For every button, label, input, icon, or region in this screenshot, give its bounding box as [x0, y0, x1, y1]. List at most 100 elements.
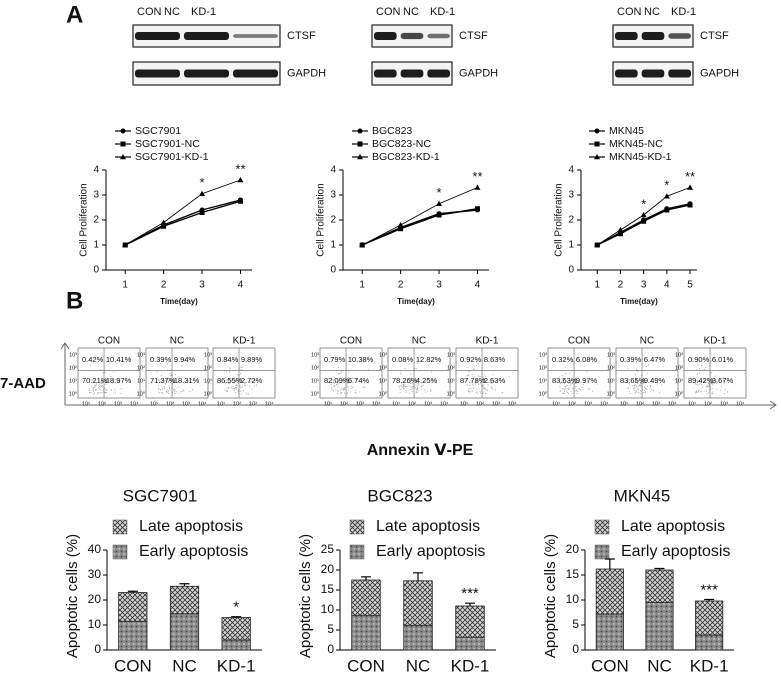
flow-event: [570, 379, 572, 381]
flow-event: [108, 378, 110, 380]
y-tick-label: 4: [93, 165, 99, 176]
significance: *: [200, 175, 205, 190]
y-tick-label: 3: [93, 190, 99, 201]
flow-event: [565, 386, 567, 388]
marker: [687, 184, 694, 190]
flow-y-tick: 10³: [675, 352, 683, 358]
bar-segment: [595, 568, 624, 615]
flow-event: [575, 385, 577, 387]
flow-event: [697, 379, 699, 381]
blot-band: [233, 69, 278, 78]
flow-event: [338, 379, 340, 381]
flow-event: [175, 374, 177, 376]
flow-event: [181, 390, 183, 392]
flow-event: [253, 385, 255, 387]
flow-event: [96, 383, 98, 385]
flow-event: [696, 373, 698, 375]
flow-event: [253, 378, 255, 380]
flow-y-tick: 10⁰: [675, 390, 684, 397]
flow-event: [701, 383, 703, 385]
flow-event: [660, 360, 662, 362]
flow-y-tick: 10⁰: [137, 390, 146, 397]
blot-band: [400, 69, 424, 78]
flow-event: [417, 389, 419, 391]
flow-event: [708, 382, 710, 384]
flow-event: [714, 375, 716, 377]
flow-event: [168, 384, 170, 386]
flow-x-tick: 10¹: [217, 401, 225, 407]
flow-event: [710, 372, 712, 374]
flow-event: [348, 371, 350, 373]
flow-event: [708, 386, 710, 388]
flow-event: [229, 371, 231, 373]
flow-event: [634, 384, 636, 386]
flow-y-tick: 10⁰: [539, 390, 548, 397]
marker: [398, 226, 404, 232]
y-axis-label: Cell Proliferation: [316, 183, 327, 256]
flow-event: [364, 386, 366, 388]
lane-label: CON: [617, 6, 642, 18]
flow-event: [254, 379, 256, 381]
flow-y-label: 7-AAD: [0, 375, 46, 392]
flow-event: [483, 387, 485, 389]
flow-event: [563, 388, 565, 390]
quadrant-value: 0.90%: [688, 355, 710, 364]
blot-band: [184, 69, 229, 78]
flow-event: [492, 373, 494, 375]
flow-event: [92, 389, 94, 391]
flow-event: [564, 382, 566, 384]
flow-event: [699, 372, 701, 374]
flow-event: [578, 381, 580, 383]
flow-event: [661, 379, 663, 381]
flow-y-tick: 10¹: [204, 378, 212, 384]
bar-segment: [221, 617, 251, 641]
flow-event: [173, 390, 175, 392]
quadrant-value: 9.49%: [644, 376, 666, 385]
flow-event: [355, 392, 357, 394]
flow-y-tick: 10⁰: [69, 390, 78, 397]
flow-event: [399, 385, 401, 387]
quadrant-value: 18.31%: [174, 376, 200, 385]
x-tick-label: NC: [647, 656, 672, 675]
flow-event: [567, 387, 569, 389]
flow-event: [157, 378, 159, 380]
flow-event: [405, 390, 407, 392]
flow-event: [100, 386, 102, 388]
flow-event: [104, 380, 106, 382]
flow-event: [635, 376, 637, 378]
quadrant-value: 83.65%: [620, 376, 646, 385]
flow-event: [191, 379, 193, 381]
flow-event: [164, 388, 166, 390]
significance: ***: [461, 585, 479, 602]
flow-event: [563, 391, 565, 393]
x-tick-label: 5: [687, 280, 693, 291]
flow-event: [575, 390, 577, 392]
quadrant-value: 9.94%: [174, 355, 196, 364]
flow-event: [248, 382, 250, 384]
flow-event: [483, 378, 485, 380]
flow-event: [330, 380, 332, 382]
flow-event: [230, 380, 232, 382]
legend-label: MKN45-KD-1: [609, 151, 672, 163]
flow-event: [403, 388, 405, 390]
marker: [663, 193, 670, 199]
flow-event: [575, 389, 577, 391]
flow-event: [476, 378, 478, 380]
significance: *: [233, 599, 239, 616]
flow-event: [485, 387, 487, 389]
flow-event: [232, 382, 234, 384]
flow-event: [702, 381, 704, 383]
flow-event: [636, 385, 638, 387]
error-bar: [654, 567, 665, 570]
flow-event: [91, 385, 93, 387]
flow-event: [580, 389, 582, 391]
flow-event: [342, 388, 344, 390]
flow-event: [225, 383, 227, 385]
flow-event: [575, 381, 577, 383]
flow-event: [90, 379, 92, 381]
flow-event: [341, 391, 343, 393]
flow-event: [337, 381, 339, 383]
flow-event: [354, 390, 356, 392]
flow-event: [330, 383, 332, 385]
flow-event: [244, 383, 246, 385]
